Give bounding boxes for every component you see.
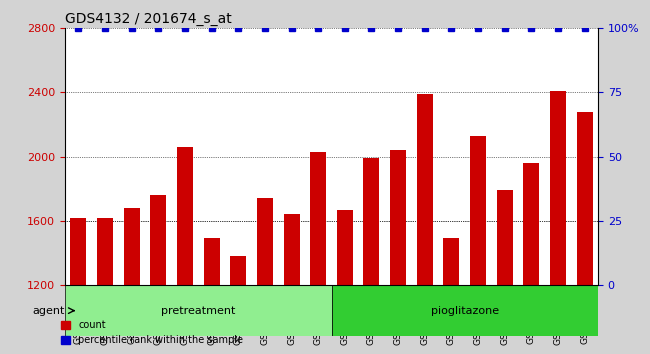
Text: pioglitazone: pioglitazone — [431, 306, 499, 316]
Bar — [550, 91, 566, 285]
Bar — [70, 218, 86, 285]
Text: agent: agent — [32, 306, 65, 316]
Text: GDS4132 / 201674_s_at: GDS4132 / 201674_s_at — [65, 12, 232, 26]
Bar — [470, 136, 486, 285]
Bar — [124, 208, 140, 285]
Bar — [523, 163, 540, 285]
Text: pretreatment: pretreatment — [161, 306, 235, 316]
Bar — [417, 94, 433, 285]
Bar — [230, 256, 246, 285]
Bar — [497, 190, 513, 285]
Bar — [363, 158, 380, 285]
Bar — [577, 112, 593, 285]
Bar — [177, 147, 193, 285]
Bar — [257, 198, 273, 285]
Bar — [283, 215, 300, 285]
Bar — [65, 285, 332, 336]
Bar — [150, 195, 166, 285]
Bar — [390, 150, 406, 285]
Bar — [203, 239, 220, 285]
Bar — [332, 285, 598, 336]
Legend: count, percentile rank within the sample: count, percentile rank within the sample — [57, 316, 247, 349]
Bar — [310, 152, 326, 285]
Bar — [443, 239, 460, 285]
Bar — [97, 218, 113, 285]
Bar — [337, 210, 353, 285]
